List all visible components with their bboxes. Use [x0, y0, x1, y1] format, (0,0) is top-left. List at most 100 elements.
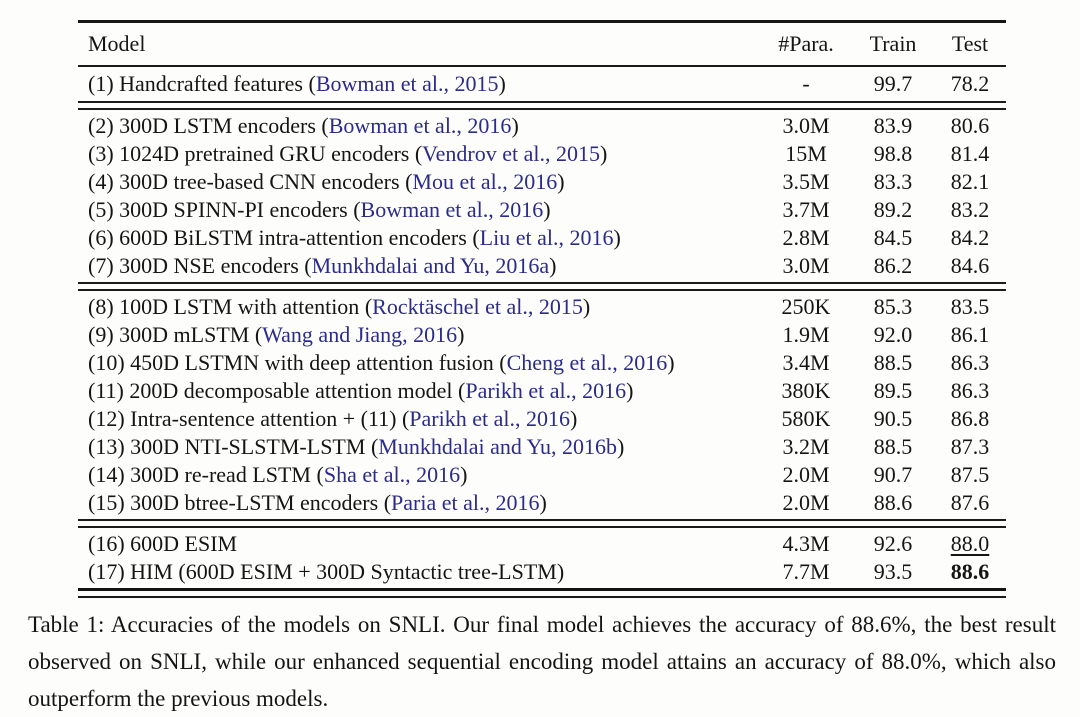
para-cell: 15M [785, 141, 827, 166]
citation-link[interactable]: Liu et al., 2016 [479, 225, 614, 250]
para-cell: - [802, 71, 810, 96]
citation-link[interactable]: Parikh et al., 2016 [409, 406, 570, 431]
test-value: 83.5 [950, 294, 990, 319]
test-value: 88.0 [950, 531, 990, 556]
para-cell: 380K [781, 378, 831, 403]
model-cell: (6) 600D BiLSTM intra-attention encoders… [88, 225, 621, 250]
para-cell: 3.5M [782, 169, 830, 194]
train-cell: 92.0 [873, 322, 913, 347]
table-section: (2) 300D LSTM encoders (Bowman et al., 2… [78, 110, 1006, 282]
table-row: (12) Intra-sentence attention + (11) (Pa… [78, 405, 1006, 433]
table-row: (8) 100D LSTM with attention (Rocktäsche… [78, 293, 1006, 321]
citation-link[interactable]: Cheng et al., 2016 [506, 350, 668, 375]
model-cell: (10) 450D LSTMN with deep attention fusi… [88, 350, 675, 375]
test-cell: 88.6 [934, 558, 1006, 586]
model-cell: (14) 300D re-read LSTM (Sha et al., 2016… [88, 462, 468, 487]
para-cell: 3.7M [782, 197, 830, 222]
table-section: (8) 100D LSTM with attention (Rocktäsche… [78, 291, 1006, 519]
test-cell: 84.6 [934, 252, 1006, 280]
table-row: (16) 600D ESIM 4.3M 92.6 88.0 [78, 530, 1006, 558]
model-cell: (3) 1024D pretrained GRU encoders (Vendr… [88, 141, 608, 166]
citation-link[interactable]: Mou et al., 2016 [412, 169, 558, 194]
test-cell: 78.2 [934, 70, 1006, 98]
citation-link[interactable]: Bowman et al., 2016 [328, 113, 512, 138]
test-cell: 87.3 [934, 433, 1006, 461]
test-value: 88.6 [950, 559, 990, 584]
test-value: 83.2 [950, 197, 990, 222]
citation-link[interactable]: Munkhdalai and Yu, 2016a [311, 253, 550, 278]
col-header-train: Train [869, 31, 917, 56]
test-value: 84.2 [950, 225, 990, 250]
train-cell: 93.5 [873, 559, 913, 584]
table-row: (7) 300D NSE encoders (Munkhdalai and Yu… [78, 252, 1006, 280]
test-cell: 86.3 [934, 349, 1006, 377]
citation-link[interactable]: Munkhdalai and Yu, 2016b [378, 434, 617, 459]
para-cell: 2.0M [782, 462, 830, 487]
test-value: 87.5 [950, 462, 990, 487]
train-cell: 89.5 [873, 378, 913, 403]
header-rule [78, 65, 1006, 67]
para-cell: 580K [781, 406, 831, 431]
table-row: (11) 200D decomposable attention model (… [78, 377, 1006, 405]
test-cell: 86.1 [934, 321, 1006, 349]
test-value: 81.4 [950, 141, 990, 166]
table-row: (3) 1024D pretrained GRU encoders (Vendr… [78, 140, 1006, 168]
citation-link[interactable]: Bowman et al., 2015 [315, 71, 499, 96]
test-cell: 83.2 [934, 196, 1006, 224]
model-cell: (16) 600D ESIM [88, 531, 238, 556]
test-cell: 83.5 [934, 293, 1006, 321]
train-cell: 98.8 [873, 141, 913, 166]
para-cell: 3.0M [782, 113, 830, 138]
model-cell: (5) 300D SPINN-PI encoders (Bowman et al… [88, 197, 551, 222]
table-bottom-rule [78, 588, 1006, 598]
para-cell: 3.4M [782, 350, 830, 375]
table-row: (6) 600D BiLSTM intra-attention encoders… [78, 224, 1006, 252]
citation-link[interactable]: Wang and Jiang, 2016 [262, 322, 458, 347]
citation-link[interactable]: Sha et al., 2016 [323, 462, 461, 487]
table-row: (9) 300D mLSTM (Wang and Jiang, 2016) 1.9… [78, 321, 1006, 349]
test-cell: 80.6 [934, 112, 1006, 140]
test-value: 78.2 [950, 71, 990, 96]
para-cell: 4.3M [782, 531, 830, 556]
test-value: 87.3 [950, 434, 990, 459]
train-cell: 90.7 [873, 462, 913, 487]
train-cell: 83.3 [873, 169, 913, 194]
model-cell: (12) Intra-sentence attention + (11) (Pa… [88, 406, 578, 431]
col-header-para: #Para. [778, 31, 834, 56]
train-cell: 88.5 [873, 350, 913, 375]
test-value: 86.3 [950, 350, 990, 375]
test-value: 80.6 [950, 113, 990, 138]
results-table: Model #Para. Train Test (1) Handcrafted … [78, 20, 1006, 598]
para-cell: 250K [781, 294, 831, 319]
train-cell: 85.3 [873, 294, 913, 319]
model-cell: (1) Handcrafted features (Bowman et al.,… [88, 71, 506, 96]
table-row: (5) 300D SPINN-PI encoders (Bowman et al… [78, 196, 1006, 224]
model-cell: (9) 300D mLSTM (Wang and Jiang, 2016) [88, 322, 465, 347]
citation-link[interactable]: Rocktäschel et al., 2015 [372, 294, 583, 319]
table-caption: Table 1: Accuracies of the models on SNL… [28, 612, 1056, 711]
test-value: 82.1 [950, 169, 990, 194]
train-cell: 84.5 [873, 225, 913, 250]
table-row: (2) 300D LSTM encoders (Bowman et al., 2… [78, 112, 1006, 140]
model-cell: (7) 300D NSE encoders (Munkhdalai and Yu… [88, 253, 557, 278]
model-cell: (17) HIM (600D ESIM + 300D Syntactic tre… [88, 559, 565, 584]
table-top-rule [78, 20, 1006, 23]
para-cell: 1.9M [782, 322, 830, 347]
test-cell: 87.5 [934, 461, 1006, 489]
train-cell: 99.7 [873, 71, 913, 96]
para-cell: 3.0M [782, 253, 830, 278]
citation-link[interactable]: Parikh et al., 2016 [465, 378, 627, 403]
para-cell: 7.7M [782, 559, 830, 584]
train-cell: 83.9 [873, 113, 913, 138]
test-value: 84.6 [950, 253, 990, 278]
test-value: 86.3 [950, 378, 990, 403]
train-cell: 89.2 [873, 197, 913, 222]
citation-link[interactable]: Vendrov et al., 2015 [422, 141, 600, 166]
table-section: (16) 600D ESIM 4.3M 92.6 88.0 (17) HIM (600D… [78, 528, 1006, 588]
test-cell: 86.3 [934, 377, 1006, 405]
test-cell: 82.1 [934, 168, 1006, 196]
citation-link[interactable]: Paria et al., 2016 [391, 490, 540, 515]
test-cell: 87.6 [934, 489, 1006, 517]
test-value: 86.8 [950, 406, 990, 431]
citation-link[interactable]: Bowman et al., 2016 [360, 197, 544, 222]
